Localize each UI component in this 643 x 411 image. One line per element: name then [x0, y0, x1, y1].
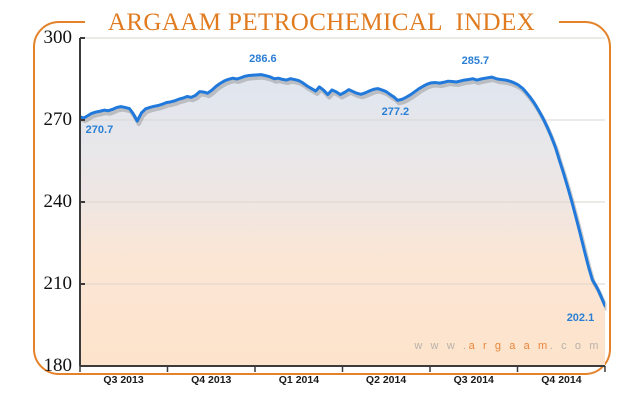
x-axis-tick-label: Q3 2014: [453, 374, 494, 386]
x-axis-tick-label: Q4 2013: [191, 374, 232, 386]
y-axis-tick-label: 240: [43, 191, 73, 212]
x-axis-tick-label: Q1 2014: [278, 374, 320, 386]
y-axis-tick-label: 270: [43, 109, 73, 130]
watermark-suffix: . c o m: [549, 340, 601, 352]
y-axis-tick-label: 180: [43, 355, 73, 376]
x-axis-tick-label: Q2 2014: [365, 374, 407, 386]
data-value-label: 286.6: [249, 52, 277, 65]
watermark: w w w .a r g a a m. c o m: [414, 340, 601, 352]
y-axis-tick-label: 300: [43, 27, 73, 48]
axes: [79, 37, 606, 372]
x-axis-tick-label: Q3 2013: [103, 374, 144, 386]
data-value-label: 270.7: [85, 124, 114, 137]
watermark-prefix: w w w .: [414, 340, 469, 352]
title-background-mask: [85, 12, 559, 34]
page-title: ARGAAM PETROCHEMICAL INDEX: [107, 9, 536, 36]
data-value-label: 285.7: [461, 55, 490, 68]
x-axis-tick-label: Q4 2014: [541, 374, 582, 386]
data-value-label: 277.2: [381, 106, 410, 119]
data-value-label: 202.1: [566, 311, 595, 324]
watermark-brand: a r g a a m: [468, 340, 550, 352]
y-axis-tick-label: 210: [43, 273, 73, 294]
area-fill: [80, 37, 605, 366]
data-line: [80, 73, 607, 311]
